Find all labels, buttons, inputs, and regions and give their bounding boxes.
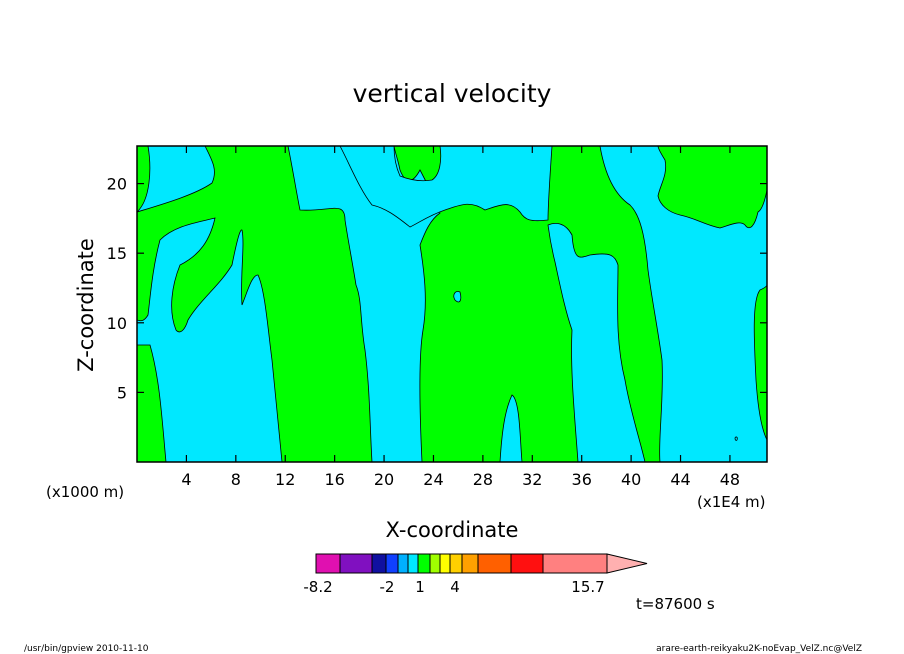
- colorbar-bin: [407, 553, 419, 574]
- negative-region: [137, 217, 283, 462]
- plot-area: [136, 145, 768, 463]
- colorbar-bin: [417, 553, 431, 574]
- negative-region: [453, 291, 462, 303]
- negative-region: [339, 146, 553, 228]
- colorbar-bin: [449, 553, 463, 574]
- y-tick-label: 5: [117, 383, 127, 402]
- chart-title: vertical velocity: [353, 79, 552, 108]
- x-tick-label: 4: [181, 470, 191, 489]
- x-tick-label: 36: [572, 470, 592, 489]
- colorbar-bin: [439, 553, 451, 574]
- x-tick-label: 16: [324, 470, 344, 489]
- x-tick-label: 40: [621, 470, 641, 489]
- colorbar-bin: [371, 553, 387, 574]
- x-unit-right: (x1E4 m): [697, 493, 766, 511]
- y-tick-label: 15: [107, 244, 127, 263]
- colorbar-bin: [397, 553, 409, 574]
- x-tick-label: 32: [522, 470, 542, 489]
- x-tick-label: 20: [374, 470, 394, 489]
- colorbar-tick-label: 1: [415, 578, 425, 596]
- time-label: t=87600 s: [636, 595, 715, 613]
- colorbar-bin: [510, 553, 544, 574]
- x-tick-label: 8: [231, 470, 241, 489]
- colorbar-bin: [477, 553, 512, 574]
- negative-region: [499, 394, 523, 462]
- plot-frame: [136, 145, 768, 463]
- y-axis-ticks: 5 10 15 20: [107, 175, 767, 402]
- negative-region: [547, 223, 646, 462]
- footer-left: /usr/bin/gpview 2010-11-10: [24, 644, 149, 654]
- colorbar-bin: [429, 553, 441, 574]
- colorbar-bin: [339, 553, 373, 574]
- negative-region: [287, 146, 441, 462]
- x-tick-label: 24: [423, 470, 443, 489]
- colorbar-bin: [385, 553, 399, 574]
- x-tick-label: 28: [473, 470, 493, 489]
- x-tick-label: 12: [275, 470, 295, 489]
- footer-right: arare-earth-reikyaku2K-noEvap_VelZ.nc@Ve…: [656, 644, 862, 654]
- x-tick-label: 44: [670, 470, 690, 489]
- colorbar: [315, 553, 648, 574]
- colorbar-tick-label: -2: [380, 578, 395, 596]
- x-unit-left: (x1000 m): [46, 483, 124, 501]
- x-axis-label: X-coordinate: [386, 518, 519, 542]
- colorbar-bin: [542, 553, 608, 574]
- colorbar-tick-labels: -8.2 -2 1 4 15.7: [303, 578, 604, 596]
- colorbar-tick-label: -8.2: [303, 578, 332, 596]
- colorbar-tick-label: 4: [450, 578, 460, 596]
- colorbar-bin: [461, 553, 479, 574]
- y-tick-label: 10: [107, 314, 127, 333]
- x-tick-label: 48: [720, 470, 740, 489]
- colorbar-tick-label: 15.7: [571, 578, 604, 596]
- negative-region: [734, 436, 738, 441]
- colorbar-bin: [315, 553, 341, 574]
- x-axis-ticks: 4 8 12 16 20 24 28 32 36 40 44 48: [181, 146, 740, 489]
- y-tick-label: 20: [107, 175, 127, 194]
- negative-region: [137, 146, 215, 213]
- colorbar-arrow: [606, 553, 648, 574]
- y-axis-label: Z-coordinate: [74, 238, 98, 372]
